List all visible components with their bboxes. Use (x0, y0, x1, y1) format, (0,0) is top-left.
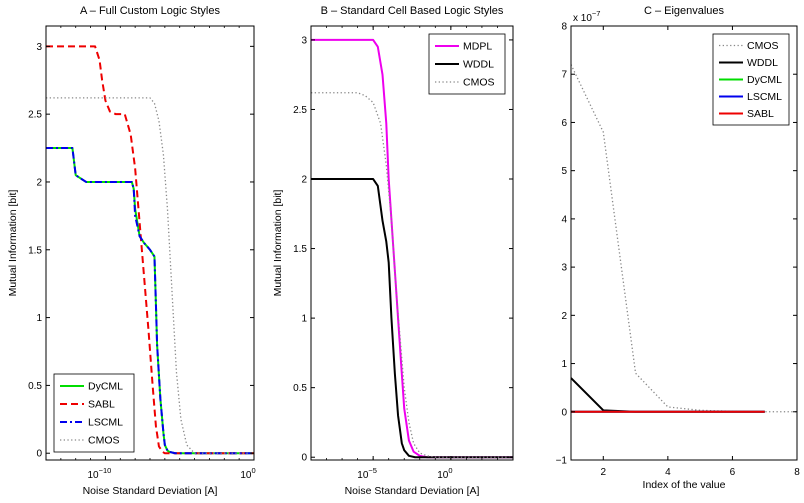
legend-label-lscml: LSCML (747, 91, 782, 103)
chart-title: A – Full Custom Logic Styles (80, 5, 221, 17)
x-tick-label: 6 (730, 467, 736, 478)
y-tick-label: 7 (561, 70, 567, 81)
y-axis-label: Mutual Information [bit] (7, 190, 19, 297)
x-tick-label: 100 (240, 466, 255, 481)
legend-label-wddl: WDDL (747, 57, 778, 69)
legend: DyCML SABL LSCML CMOS (53, 373, 135, 453)
series-line-sabl (46, 45, 254, 455)
legend-label-wddl: WDDL (463, 59, 494, 71)
legend-label-lscml: LSCML (88, 417, 123, 429)
y-tick-label: 8 (561, 22, 567, 33)
y-tick-label: 2.5 (293, 105, 307, 116)
legend-label-dycml: DyCML (88, 381, 123, 393)
y-tick-label: 6 (561, 118, 567, 129)
axes-frame (310, 25, 514, 461)
chart-title: B – Standard Cell Based Logic Styles (321, 5, 504, 17)
y-tick-label: 1.5 (28, 245, 42, 256)
x-tick-label: 10−5 (357, 466, 377, 481)
y-tick-label: −1 (556, 456, 568, 467)
series-line-cmos (571, 64, 797, 413)
legend-label-mdpl: MDPL (463, 41, 492, 53)
series-line-dycml (46, 147, 254, 455)
y-axis-label: Mutual Information [bit] (272, 190, 284, 297)
panel-a: 0 0.5 1 1.5 2 2.5 3 10−10 100 A – Full Custom Log… (7, 5, 256, 497)
x-axis-label: Index of the value (643, 479, 726, 491)
legend-label-cmos: CMOS (463, 77, 495, 89)
chart-title: C – Eigenvalues (644, 5, 725, 17)
legend: CMOS WDDL DyCML LSCML SABL (712, 33, 790, 126)
y-tick-label: 5 (561, 166, 567, 177)
axes-frame (570, 25, 798, 461)
y-tick-label: 1.5 (293, 244, 307, 255)
series-line-wddl (311, 178, 513, 459)
y-tick-label: 0.5 (293, 383, 307, 394)
series-line-cmos (46, 97, 254, 454)
x-tick-label: 100 (437, 466, 452, 481)
y-tick-label: 0 (36, 449, 42, 460)
panel-b: 0 0.5 1 1.5 2 2.5 3 10−5 100 B – Standard Cell Ba… (272, 5, 514, 497)
x-tick-label: 8 (794, 467, 800, 478)
legend-label-cmos: CMOS (88, 435, 120, 447)
legend: MDPL WDDL CMOS (428, 33, 506, 95)
series-line-cmos (311, 92, 513, 458)
plot-background (311, 26, 513, 460)
y-tick-label: 1 (301, 314, 307, 325)
x-tick-label: 2 (601, 467, 607, 478)
x-axis-label: Noise Standard Deviation [A] (83, 485, 218, 497)
y-tick-label: 3 (36, 42, 42, 53)
y-tick-label: 2 (36, 177, 42, 188)
legend-label-cmos: CMOS (747, 40, 779, 52)
x-tick-label: 10−10 (87, 466, 111, 481)
y-tick-label: 2 (561, 311, 567, 322)
legend-label-sabl: SABL (747, 108, 774, 120)
y-tick-label: 0 (561, 407, 567, 418)
panel-c: −1 0 1 2 3 4 5 6 7 8 2 4 6 8 C – Eigenvalues Index of t… (556, 5, 801, 491)
y-tick-label: 4 (561, 214, 567, 225)
y-tick-label: 0 (301, 453, 307, 464)
y-tick-label: 2 (301, 175, 307, 186)
y-tick-label: 0.5 (28, 381, 42, 392)
x-tick-label: 4 (665, 467, 671, 478)
y-exponent-label: x 10−7 (573, 9, 600, 24)
y-tick-label: 1 (36, 313, 42, 324)
y-tick-label: 3 (301, 35, 307, 46)
x-axis-label: Noise Standard Deviation [A] (345, 485, 480, 497)
y-tick-label: 3 (561, 263, 567, 274)
legend-label-dycml: DyCML (747, 74, 782, 86)
y-tick-label: 1 (561, 359, 567, 370)
y-tick-label: 2.5 (28, 110, 42, 121)
legend-label-sabl: SABL (88, 399, 115, 411)
